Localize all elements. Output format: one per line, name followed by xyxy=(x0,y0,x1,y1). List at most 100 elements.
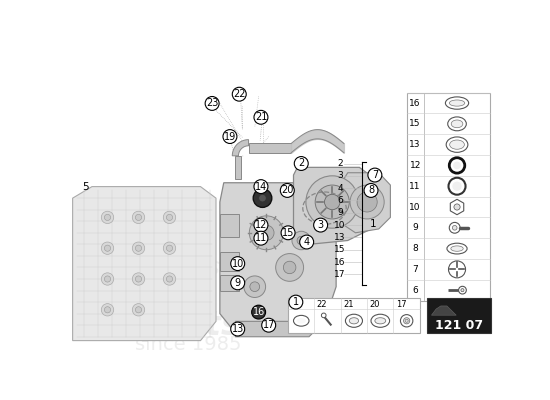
Text: 7: 7 xyxy=(372,170,378,180)
Circle shape xyxy=(449,222,460,233)
Circle shape xyxy=(163,273,175,285)
Ellipse shape xyxy=(371,314,389,327)
Text: 17: 17 xyxy=(396,300,406,309)
Circle shape xyxy=(350,185,384,219)
Text: 11: 11 xyxy=(255,233,267,243)
Circle shape xyxy=(231,276,245,290)
Circle shape xyxy=(315,185,349,219)
Ellipse shape xyxy=(345,314,362,327)
Polygon shape xyxy=(73,186,216,341)
Circle shape xyxy=(135,214,141,220)
Circle shape xyxy=(133,304,145,316)
Bar xyxy=(249,143,291,154)
Circle shape xyxy=(276,254,304,281)
Bar xyxy=(220,252,239,271)
Circle shape xyxy=(262,318,276,332)
Circle shape xyxy=(163,242,175,254)
Text: 6: 6 xyxy=(412,286,418,295)
Bar xyxy=(427,298,491,333)
Circle shape xyxy=(368,168,382,182)
Polygon shape xyxy=(220,183,336,333)
Circle shape xyxy=(448,178,465,195)
Polygon shape xyxy=(294,167,379,244)
Circle shape xyxy=(289,295,303,309)
Ellipse shape xyxy=(446,137,468,152)
Text: 4: 4 xyxy=(337,184,343,193)
Text: 13: 13 xyxy=(409,140,421,149)
Circle shape xyxy=(167,214,173,220)
Circle shape xyxy=(324,194,340,210)
Circle shape xyxy=(448,261,465,278)
Circle shape xyxy=(244,276,266,298)
Polygon shape xyxy=(235,156,241,179)
Circle shape xyxy=(294,156,308,170)
Text: 4: 4 xyxy=(304,237,310,247)
Circle shape xyxy=(452,226,457,230)
Text: 15: 15 xyxy=(334,245,346,254)
Text: 21: 21 xyxy=(255,112,267,122)
Text: 1: 1 xyxy=(293,297,299,307)
Text: 12: 12 xyxy=(410,161,421,170)
Ellipse shape xyxy=(349,318,359,324)
Circle shape xyxy=(104,307,111,313)
Circle shape xyxy=(454,204,460,210)
Circle shape xyxy=(254,180,268,194)
Circle shape xyxy=(104,214,111,220)
Circle shape xyxy=(357,192,377,212)
Text: 8: 8 xyxy=(368,186,374,196)
Circle shape xyxy=(101,304,114,316)
Text: 22: 22 xyxy=(233,89,245,99)
Ellipse shape xyxy=(451,120,463,128)
Circle shape xyxy=(404,318,410,324)
Circle shape xyxy=(232,87,246,101)
Text: parts since: parts since xyxy=(156,234,292,308)
Circle shape xyxy=(249,216,283,250)
Circle shape xyxy=(223,130,237,144)
Ellipse shape xyxy=(447,243,467,254)
Text: 22: 22 xyxy=(317,300,327,309)
Circle shape xyxy=(364,184,378,197)
Text: 9: 9 xyxy=(337,208,343,217)
Text: 3: 3 xyxy=(317,220,324,230)
Circle shape xyxy=(254,218,268,232)
Bar xyxy=(220,214,239,237)
Circle shape xyxy=(167,276,173,282)
Text: 2: 2 xyxy=(337,159,343,168)
Circle shape xyxy=(135,307,141,313)
Circle shape xyxy=(292,231,311,250)
Text: 7: 7 xyxy=(412,265,418,274)
Text: 23: 23 xyxy=(206,98,218,108)
Polygon shape xyxy=(235,321,324,337)
Text: 10: 10 xyxy=(409,202,421,212)
Text: since 1985: since 1985 xyxy=(135,335,241,354)
Circle shape xyxy=(101,273,114,285)
Text: 3: 3 xyxy=(337,171,343,180)
Circle shape xyxy=(306,176,359,228)
Text: 21: 21 xyxy=(343,300,354,309)
Text: 17: 17 xyxy=(334,270,346,279)
Text: 19: 19 xyxy=(224,132,236,142)
Circle shape xyxy=(104,276,111,282)
Circle shape xyxy=(133,211,145,224)
Text: 5: 5 xyxy=(82,182,89,192)
Text: 11: 11 xyxy=(409,182,421,191)
Circle shape xyxy=(254,231,268,245)
Circle shape xyxy=(321,313,326,318)
Circle shape xyxy=(297,236,305,245)
Text: 14: 14 xyxy=(255,182,267,192)
Polygon shape xyxy=(431,306,456,315)
Circle shape xyxy=(135,245,141,251)
Circle shape xyxy=(461,289,464,292)
Circle shape xyxy=(281,226,295,240)
Text: 13: 13 xyxy=(232,324,244,334)
Polygon shape xyxy=(344,173,390,233)
Circle shape xyxy=(258,194,266,202)
Circle shape xyxy=(254,110,268,124)
Text: 15: 15 xyxy=(409,119,421,128)
Ellipse shape xyxy=(375,318,386,324)
Text: 16: 16 xyxy=(409,98,421,108)
Ellipse shape xyxy=(451,246,463,251)
Text: e: e xyxy=(80,229,161,344)
Circle shape xyxy=(453,162,461,169)
Circle shape xyxy=(231,322,245,336)
